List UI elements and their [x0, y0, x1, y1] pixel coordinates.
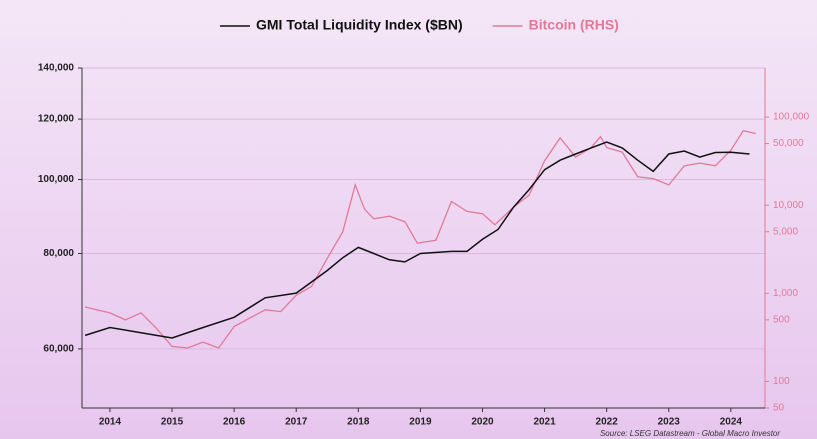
x-tick-label: 2024	[720, 417, 743, 428]
y2-tick-label: 50,000	[773, 138, 804, 149]
y-tick-label: 80,000	[43, 248, 74, 259]
legend-label: Bitcoin (RHS)	[529, 17, 619, 33]
legend-label: GMI Total Liquidity Index ($BN)	[256, 17, 463, 33]
x-tick-label: 2015	[161, 417, 184, 428]
x-tick-label: 2022	[596, 417, 619, 428]
x-tick-label: 2018	[347, 417, 370, 428]
y-tick-label: 140,000	[38, 63, 75, 74]
x-tick-label: 2020	[471, 417, 494, 428]
y2-tick-label: 5,000	[773, 226, 798, 237]
y2-tick-label: 100,000	[773, 112, 810, 123]
y2-tick-label: 100	[773, 376, 790, 387]
y-tick-label: 120,000	[38, 114, 75, 125]
x-tick-label: 2021	[533, 417, 556, 428]
y2-tick-label: 50	[773, 403, 785, 414]
y2-tick-label: 500	[773, 314, 790, 325]
x-tick-label: 2014	[99, 417, 122, 428]
y-tick-label: 60,000	[43, 344, 74, 355]
x-tick-label: 2016	[223, 417, 246, 428]
y-tick-label: 100,000	[38, 174, 75, 185]
x-tick-label: 2019	[409, 417, 432, 428]
x-tick-label: 2017	[285, 417, 308, 428]
x-tick-label: 2023	[658, 417, 681, 428]
y2-tick-label: 10,000	[773, 200, 804, 211]
series-line	[84, 141, 750, 339]
series-line	[84, 129, 756, 349]
source-note: Source: LSEG Datastream - Global Macro I…	[600, 429, 780, 438]
y2-tick-label: 1,000	[773, 288, 798, 299]
